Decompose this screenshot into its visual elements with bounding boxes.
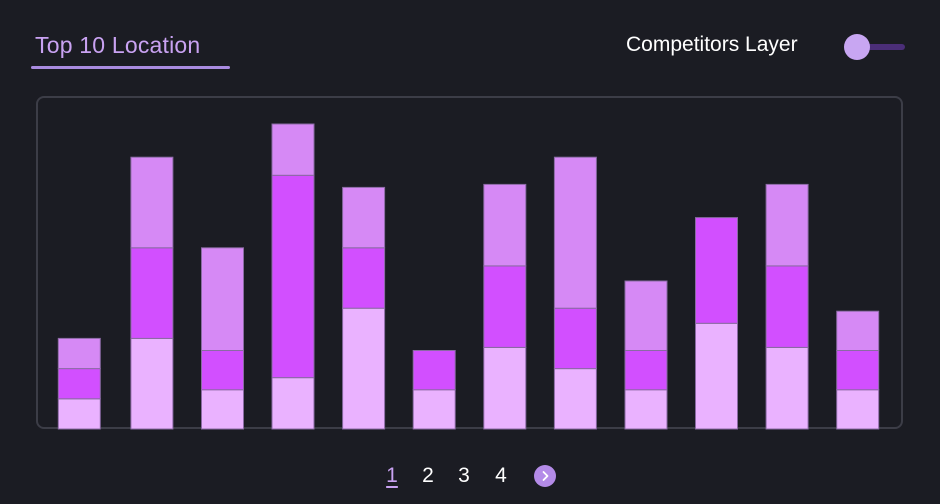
toggle-track (857, 44, 905, 50)
title-underline (31, 66, 230, 69)
bar-1-segment-3[interactable] (57, 337, 101, 370)
bar-12-segment-2[interactable] (836, 350, 880, 391)
bar-7-segment-3[interactable] (483, 183, 527, 267)
bar-2-segment-1[interactable] (130, 337, 174, 430)
bar-12-segment-3[interactable] (836, 310, 880, 352)
chart-frame (36, 96, 903, 429)
bar-9-segment-1[interactable] (624, 389, 668, 430)
bar-3-segment-3[interactable] (201, 247, 244, 351)
bar-5-segment-1[interactable] (342, 307, 386, 430)
bar-2-segment-3[interactable] (130, 156, 174, 249)
bar-7-segment-1[interactable] (483, 347, 527, 430)
bar-11-segment-2[interactable] (765, 265, 809, 348)
bar-8-segment-2[interactable] (553, 307, 597, 370)
next-page-button[interactable] (534, 465, 556, 487)
page-4-link[interactable]: 4 (495, 464, 507, 487)
toggle-knob[interactable] (844, 34, 870, 60)
bar-8-segment-1[interactable] (553, 368, 597, 430)
page-3-link[interactable]: 3 (458, 464, 470, 487)
bar-6-segment-1[interactable] (412, 389, 456, 430)
pagination: 1 2 3 4 (0, 464, 940, 490)
bar-8-segment-3[interactable] (553, 156, 597, 309)
page-1-link[interactable]: 1 (386, 464, 398, 487)
page-2-link[interactable]: 2 (422, 464, 434, 487)
bar-4-segment-1[interactable] (271, 377, 315, 430)
bar-5-segment-3[interactable] (342, 186, 386, 249)
competitors-layer-label: Competitors Layer (626, 33, 798, 56)
bar-9-segment-2[interactable] (624, 350, 668, 391)
bar-11-segment-3[interactable] (765, 183, 809, 267)
bar-10-segment-2[interactable] (695, 217, 738, 324)
bar-4-segment-3[interactable] (271, 123, 315, 176)
bar-10-segment-1[interactable] (695, 322, 738, 430)
bar-12-segment-1[interactable] (836, 389, 880, 430)
bar-3-segment-2[interactable] (201, 350, 244, 391)
competitors-layer-toggle[interactable] (843, 33, 907, 61)
chart-title[interactable]: Top 10 Location (35, 32, 201, 58)
chevron-right-icon (542, 471, 549, 481)
bar-3-segment-1[interactable] (201, 389, 244, 430)
bar-11-segment-1[interactable] (765, 347, 809, 430)
bar-6-segment-2[interactable] (412, 350, 456, 391)
bar-1-segment-1[interactable] (57, 398, 101, 430)
bar-4-segment-2[interactable] (271, 174, 315, 379)
bar-5-segment-2[interactable] (342, 247, 386, 309)
bar-2-segment-2[interactable] (130, 247, 174, 339)
bar-1-segment-2[interactable] (57, 368, 101, 400)
bar-7-segment-2[interactable] (483, 265, 527, 348)
bar-9-segment-3[interactable] (624, 280, 668, 351)
